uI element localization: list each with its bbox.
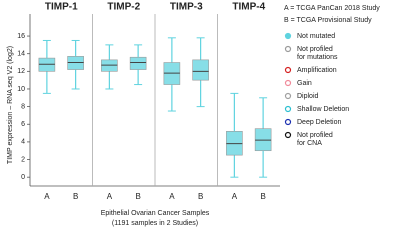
legend-label: Shallow Deletion xyxy=(297,106,349,113)
legend-label: Not profiled xyxy=(297,46,333,53)
study-note: B = TCGA Provisional Study xyxy=(284,17,372,24)
legend-symbol xyxy=(284,118,292,126)
y-tick-label: 6 xyxy=(21,121,25,128)
x-axis-label: (1191 samples in 2 Studies) xyxy=(112,220,198,227)
x-tick-label: B xyxy=(260,192,265,201)
x-tick-label: B xyxy=(73,192,78,201)
y-tick-label: 16 xyxy=(17,33,25,40)
x-tick-label: A xyxy=(44,192,50,201)
box xyxy=(129,56,147,70)
legend-label: Diploid xyxy=(297,93,319,100)
legend-symbol xyxy=(284,45,292,53)
legend-label: for CNA xyxy=(297,140,322,147)
y-tick-label: 12 xyxy=(17,68,25,75)
legend-symbol xyxy=(284,105,292,113)
legend-label: Not profiled xyxy=(297,132,333,139)
x-axis-label: Epithelial Ovarian Cancer Samples xyxy=(101,210,210,217)
legend-label: for mutations xyxy=(297,54,338,61)
y-tick-label: 8 xyxy=(21,103,25,110)
legend-label: Amplification xyxy=(297,67,337,74)
legend-symbol xyxy=(284,131,292,139)
y-axis-label: TIMP expression – RNA seq V2 (log2) xyxy=(7,46,14,164)
legend-label: Not mutated xyxy=(297,33,335,40)
x-tick-label: B xyxy=(135,192,140,201)
panel-title: TIMP-4 xyxy=(232,2,265,13)
x-tick-label: A xyxy=(232,192,238,201)
legend-symbol xyxy=(284,32,292,40)
x-tick-label: B xyxy=(198,192,203,201)
x-tick-label: A xyxy=(169,192,175,201)
y-tick-label: 14 xyxy=(17,51,25,58)
panel-title: TIMP-2 xyxy=(107,2,140,13)
legend-symbol xyxy=(284,66,292,74)
y-tick-label: 4 xyxy=(21,139,25,146)
legend-symbol xyxy=(284,79,292,87)
y-tick-label: 10 xyxy=(17,86,25,93)
chart: TIMP expression – RNA seq V2 (log2) Epit… xyxy=(7,2,380,227)
y-tick-label: 0 xyxy=(21,174,25,181)
legend-label: Gain xyxy=(297,80,312,87)
panel-title: TIMP-3 xyxy=(170,2,203,13)
legend-label: Deep Deletion xyxy=(297,119,341,126)
study-note: A = TCGA PanCan 2018 Study xyxy=(284,5,380,12)
y-tick-label: 2 xyxy=(21,156,25,163)
legend-symbol xyxy=(284,92,292,100)
x-tick-label: A xyxy=(107,192,113,201)
panel-title: TIMP-1 xyxy=(45,2,78,13)
box xyxy=(192,59,209,81)
